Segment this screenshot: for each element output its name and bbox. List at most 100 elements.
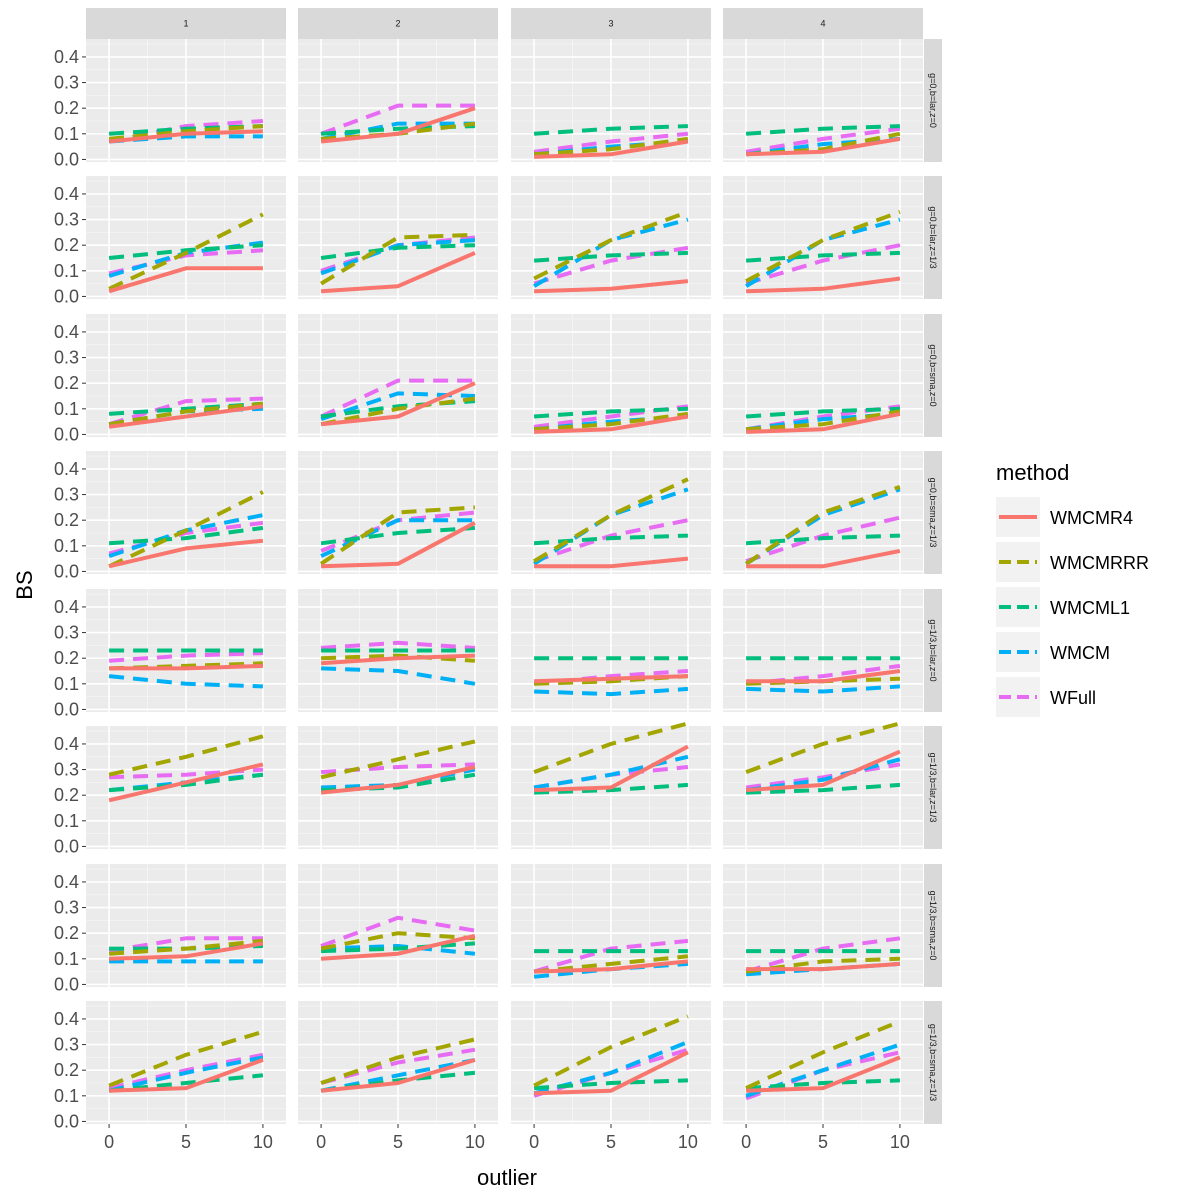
x-tick-label: 0	[741, 1132, 751, 1152]
y-tick-label: 0.2	[54, 98, 79, 118]
y-tick-label: 0.2	[54, 373, 79, 393]
facet-strip-right	[924, 451, 942, 574]
series-line-wmcmr4	[746, 961, 901, 972]
series-line-wmcml1	[745, 533, 900, 546]
series-line-wmcmr4	[320, 933, 476, 961]
series-line-wmcm	[108, 674, 263, 689]
x-tick-label: 5	[181, 1132, 191, 1152]
series-line-wmcm	[534, 686, 689, 697]
series-line-wmcmrrr	[319, 505, 476, 566]
series-line-wmcmr4	[745, 749, 901, 793]
series-line-wmcmrrr	[745, 1019, 901, 1090]
y-tick-label: 0.3	[54, 898, 79, 918]
y-tick-label: 0.1	[54, 399, 79, 419]
y-tick-label: 0.2	[54, 923, 79, 943]
series-line-wmcmrrr	[320, 232, 475, 286]
x-tick-label: 5	[393, 1132, 403, 1152]
series-line-wmcmr4	[534, 279, 689, 294]
facet-strip-right	[924, 726, 942, 849]
facet-strip-right	[924, 176, 942, 299]
facet-strip-top-label: 1	[183, 19, 188, 29]
facet-strip-right-label: g=0,b=sma,z=0	[928, 344, 938, 406]
facet-strip-top-label: 2	[395, 19, 400, 29]
series-line-wmcmr4	[534, 556, 689, 569]
series-line-wmcml1	[745, 250, 900, 263]
legend-label: WFull	[1050, 688, 1096, 708]
series-line-wmcmrrr	[533, 411, 689, 432]
legend-label: WMCMR4	[1050, 508, 1133, 528]
series-line-wfull	[320, 640, 476, 650]
series-line-wfull	[533, 938, 689, 974]
x-tick-label: 0	[104, 1132, 114, 1152]
series-line-wmcmrrr	[108, 212, 264, 291]
series-line-wmcmrrr	[533, 136, 689, 157]
facet-strip-right-label: g=1/3,b=lar,z=0	[928, 619, 938, 681]
series-line-wmcmr4	[746, 411, 901, 434]
series-line-wfull	[745, 243, 901, 286]
series-line-wmcmr4	[534, 1050, 689, 1096]
y-tick-label: 0.1	[54, 124, 79, 144]
series-line-wmcml1	[108, 525, 264, 546]
series-line-wmcml1	[533, 124, 688, 136]
series-line-wmcmr4	[320, 251, 476, 294]
series-line-wmcmrrr	[108, 124, 264, 141]
y-tick-label: 0.0	[54, 424, 79, 444]
series-line-wmcmrrr	[533, 210, 689, 281]
y-tick-label: 0.0	[54, 149, 79, 169]
series-line-wfull	[533, 131, 689, 154]
series-line-wmcml1	[321, 941, 476, 954]
y-tick-label: 0.3	[54, 73, 79, 93]
series-line-wmcmrrr	[108, 1029, 264, 1088]
series-line-wmcmr4	[534, 744, 689, 793]
y-tick-label: 0.4	[54, 47, 79, 67]
series-line-wfull	[320, 378, 475, 419]
facet-strip-right	[924, 39, 942, 162]
series-line-wmcml1	[108, 772, 264, 793]
series-line-wmcmrrr	[320, 931, 476, 951]
y-tick-label: 0.2	[54, 648, 79, 668]
x-tick-label: 10	[465, 1132, 485, 1152]
series-line-wmcmr4	[108, 129, 263, 144]
y-tick-label: 0.3	[54, 760, 79, 780]
series-line-wmcml1	[320, 243, 475, 260]
y-tick-label: 0.1	[54, 674, 79, 694]
series-line-wmcmr4	[746, 669, 901, 684]
series-line-wmcmrrr	[745, 210, 901, 283]
series-line-wmcmrrr	[108, 734, 264, 777]
facet-strip-right-label: g=1/3,b=lar,z=1/3	[928, 753, 938, 823]
series-line-wmcmr4	[534, 414, 689, 434]
series-line-wmcml1	[745, 406, 900, 419]
facet-strip-right	[924, 589, 942, 712]
y-tick-label: 0.2	[54, 235, 79, 255]
series-line-wmcm	[108, 1055, 264, 1093]
series-line-wmcmr4	[534, 139, 689, 159]
series-line-wmcmr4	[108, 538, 264, 569]
legend-label: WMCMRRR	[1050, 553, 1149, 573]
y-axis-title: BS	[12, 570, 37, 599]
series-line-wmcmr4	[746, 276, 901, 294]
series-line-wmcmrrr	[745, 721, 901, 774]
series-line-wmcmrrr	[320, 739, 476, 780]
series-line-wmcmr4	[108, 266, 263, 294]
series-line-wmcmr4	[534, 674, 688, 684]
facet-strip-right-label: g=0,b=sma,z=1/3	[928, 478, 938, 548]
y-tick-label: 0.4	[54, 184, 79, 204]
y-tick-label: 0.1	[54, 949, 79, 969]
series-line-wmcml1	[533, 406, 688, 419]
series-line-wmcmr4	[320, 1057, 476, 1093]
series-line-wmcml1	[745, 124, 900, 136]
series-line-wmcm	[745, 217, 901, 288]
series-line-wmcm	[533, 217, 689, 288]
series-line-wmcmr4	[746, 548, 901, 569]
legend-label: WMCML1	[1050, 598, 1130, 618]
y-tick-label: 0.1	[54, 1086, 79, 1106]
series-line-wmcmr4	[320, 765, 476, 795]
y-tick-label: 0.3	[54, 210, 79, 230]
series-line-wfull	[108, 651, 263, 663]
series-line-wmcm	[321, 666, 476, 686]
series-line-wmcmr4	[109, 1058, 264, 1093]
x-tick-label: 10	[678, 1132, 698, 1152]
series-line-wmcm	[320, 238, 476, 276]
series-line-wfull	[745, 762, 901, 790]
series-line-wmcmr4	[321, 521, 476, 569]
